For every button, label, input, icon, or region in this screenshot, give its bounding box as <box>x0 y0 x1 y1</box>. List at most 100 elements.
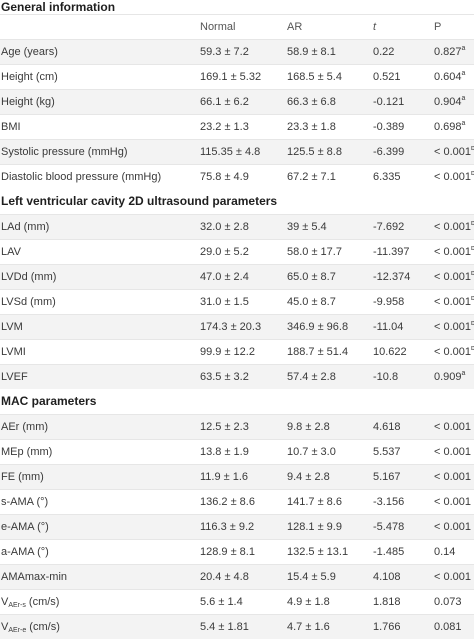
p-value: 0.698 <box>434 121 462 133</box>
p-value-cell: 0.827a <box>434 46 474 58</box>
ar-value: 39 ± 5.4 <box>287 221 327 233</box>
p-value: < 0.001 <box>434 146 472 158</box>
section-rows-lv-cavity: LAd (mm) 32.0 ± 2.8 39 ± 5.4 -7.692 < 0.001b… <box>0 214 474 389</box>
row-label-main: V <box>1 596 9 608</box>
p-value: < 0.001 <box>434 421 472 433</box>
table-row: LVMI 99.9 ± 12.2 188.7 ± 51.4 10.622 < 0.001… <box>0 339 474 364</box>
t-value: 4.108 <box>373 571 401 583</box>
section-title-mac: MAC parameters <box>0 389 474 414</box>
ar-value: 4.9 ± 1.8 <box>287 596 330 608</box>
row-label: Diastolic blood pressure (mmHg) <box>1 171 162 183</box>
t-value: -5.478 <box>373 521 405 533</box>
ar-value: 168.5 ± 5.4 <box>287 71 342 83</box>
table-row: FE (mm) 11.9 ± 1.6 9.4 ± 2.8 5.167 < 0.001 <box>0 464 474 489</box>
ar-value: 9.4 ± 2.8 <box>287 471 330 483</box>
table-row: MEp (mm) 13.8 ± 1.9 10.7 ± 3.0 5.537 < 0.001 <box>0 439 474 464</box>
row-label-subscript: AEr-e <box>8 627 27 633</box>
p-value: < 0.001 <box>434 571 472 583</box>
p-value-cell: < 0.001b <box>434 246 474 258</box>
row-label: AMAmax-min <box>1 571 68 583</box>
header-t: t <box>373 21 377 33</box>
p-value: 0.904 <box>434 96 462 108</box>
ar-value: 15.4 ± 5.9 <box>287 571 336 583</box>
t-value: -11.397 <box>373 246 410 258</box>
normal-value: 23.2 ± 1.3 <box>200 121 249 133</box>
table-row: Diastolic blood pressure (mmHg) 75.8 ± 4.… <box>0 164 474 189</box>
table-row: LVSd (mm) 31.0 ± 1.5 45.0 ± 8.7 -9.958 < 0.0… <box>0 289 474 314</box>
p-value-footnote-mark: a <box>461 371 466 377</box>
p-value: < 0.001 <box>434 246 472 258</box>
ar-value: 4.7 ± 1.6 <box>287 621 330 633</box>
ar-value: 45.0 ± 8.7 <box>287 296 336 308</box>
p-value-footnote-mark: a <box>461 71 466 77</box>
row-label: Age (years) <box>1 46 58 58</box>
row-label: Height (kg) <box>1 96 55 108</box>
section-rows-general: Age (years) 59.3 ± 7.2 58.9 ± 8.1 0.22 0.827… <box>0 39 474 189</box>
table-row: Height (cm) 169.1 ± 5.32 168.5 ± 5.4 0.521 0… <box>0 64 474 89</box>
normal-value: 99.9 ± 12.2 <box>200 346 255 358</box>
normal-value: 66.1 ± 6.2 <box>200 96 249 108</box>
header-ar: AR <box>287 21 303 33</box>
p-value: < 0.001 <box>434 346 472 358</box>
p-value-cell: 0.698a <box>434 121 474 133</box>
row-label: LVM <box>1 321 23 333</box>
t-value: 0.22 <box>373 46 395 58</box>
p-value-footnote-mark: b <box>471 146 474 152</box>
t-value: -9.958 <box>373 296 405 308</box>
row-label: VAEr-e (cm/s) <box>0 621 200 633</box>
normal-value: 169.1 ± 5.32 <box>200 71 262 83</box>
p-value-cell: < 0.001 <box>434 446 474 458</box>
table-row: BMI 23.2 ± 1.3 23.3 ± 1.8 -0.389 0.698a <box>0 114 474 139</box>
row-label: LAV <box>1 246 21 258</box>
p-value-cell: < 0.001 <box>434 521 474 533</box>
row-label: VAEr-s (cm/s) <box>0 596 200 608</box>
normal-value: 20.4 ± 4.8 <box>200 571 249 583</box>
table-row: Height (kg) 66.1 ± 6.2 66.3 ± 6.8 -0.121 0.9… <box>0 89 474 114</box>
p-value-cell: < 0.001b <box>434 296 474 308</box>
row-label-subscript: AEr-s <box>8 602 26 608</box>
normal-value: 59.3 ± 7.2 <box>200 46 249 58</box>
t-value: 10.622 <box>373 346 407 358</box>
p-value-cell: < 0.001 <box>434 496 474 508</box>
ar-value: 132.5 ± 13.1 <box>287 546 349 558</box>
p-value: 0.827 <box>434 46 462 58</box>
t-value: 1.818 <box>373 596 401 608</box>
ar-value: 58.9 ± 8.1 <box>287 46 336 58</box>
p-value-footnote-mark: b <box>471 221 474 227</box>
t-value: -0.121 <box>373 96 405 108</box>
normal-value: 47.0 ± 2.4 <box>200 271 249 283</box>
table-row: LAV 29.0 ± 5.2 58.0 ± 17.7 -11.397 < 0.001b <box>0 239 474 264</box>
p-value-footnote-mark: b <box>471 296 474 302</box>
t-value: 6.335 <box>373 171 401 183</box>
t-value: -10.8 <box>373 371 399 383</box>
ar-value: 346.9 ± 96.8 <box>287 321 349 333</box>
p-value-cell: < 0.001b <box>434 271 474 283</box>
normal-value: 136.2 ± 8.6 <box>200 496 255 508</box>
table-row: s-AMA (°) 136.2 ± 8.6 141.7 ± 8.6 -3.156 < 0… <box>0 489 474 514</box>
row-label: LVEF <box>1 371 28 383</box>
p-value-footnote-mark: a <box>461 121 466 127</box>
p-value-cell: < 0.001 <box>434 571 474 583</box>
p-value: 0.14 <box>434 546 456 558</box>
row-label: AEr (mm) <box>1 421 49 433</box>
p-value-footnote-mark: b <box>471 246 474 252</box>
p-value: < 0.001 <box>434 471 472 483</box>
ar-value: 141.7 ± 8.6 <box>287 496 342 508</box>
p-value: < 0.001 <box>434 321 472 333</box>
table-row: Systolic pressure (mmHg) 115.35 ± 4.8 125.… <box>0 139 474 164</box>
p-value: 0.073 <box>434 596 462 608</box>
t-value: 4.618 <box>373 421 401 433</box>
row-label-unit: (cm/s) <box>26 621 60 633</box>
normal-value: 29.0 ± 5.2 <box>200 246 249 258</box>
p-value-cell: < 0.001b <box>434 146 474 158</box>
normal-value: 128.9 ± 8.1 <box>200 546 255 558</box>
ar-value: 67.2 ± 7.1 <box>287 171 336 183</box>
header-normal: Normal <box>200 21 236 33</box>
p-value: < 0.001 <box>434 221 472 233</box>
t-value: -11.04 <box>373 321 404 333</box>
p-value-cell: < 0.001b <box>434 321 474 333</box>
p-value-cell: < 0.001b <box>434 346 474 358</box>
ar-value: 23.3 ± 1.8 <box>287 121 336 133</box>
p-value-footnote-mark: a <box>461 46 466 52</box>
t-value: 1.766 <box>373 621 401 633</box>
